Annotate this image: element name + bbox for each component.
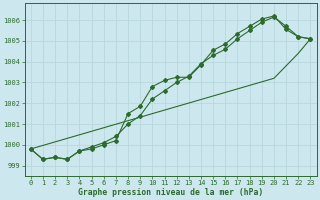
X-axis label: Graphe pression niveau de la mer (hPa): Graphe pression niveau de la mer (hPa) bbox=[78, 188, 263, 197]
